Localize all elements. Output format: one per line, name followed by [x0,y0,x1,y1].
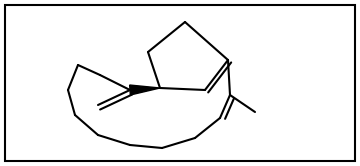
Polygon shape [130,85,160,95]
